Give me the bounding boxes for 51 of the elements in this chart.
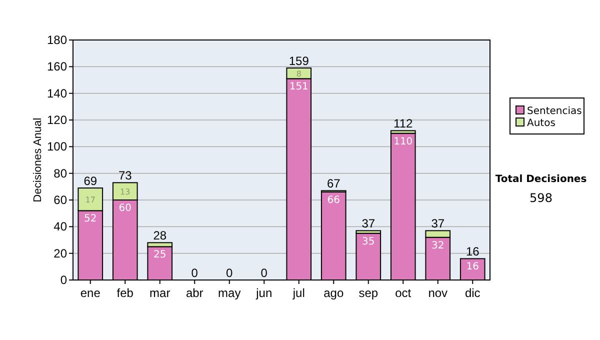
total-label: 69 [84,174,98,188]
data-label: 25 [154,250,166,261]
total-label: 159 [288,54,310,68]
x-tick-label: dic [464,286,480,300]
y-tick-label: 140 [46,86,68,100]
legend-label: Sentencias [527,106,582,117]
x-tick-label: ago [324,286,344,300]
x-tick-label: jun [255,286,272,300]
y-tick-label: 20 [54,246,68,260]
y-tick-label: 100 [46,140,68,154]
y-tick-label: 120 [46,113,68,127]
y-axis-title: Decisiones Anual [32,118,44,202]
y-tick-label: 180 [46,33,68,47]
total-label: 0 [226,266,234,280]
y-tick-label: 60 [54,193,68,207]
y-tick-label: 160 [46,60,68,74]
total-label: 37 [362,216,376,231]
data-label: 52 [84,214,97,225]
data-label: 13 [120,187,130,196]
data-label: 110 [394,136,413,148]
data-label: 66 [327,195,340,206]
data-label: 151 [289,82,308,93]
x-tick-label: oct [395,286,412,300]
data-label: 32 [432,240,444,252]
text: 598 [530,191,552,205]
total-label: 73 [118,168,132,183]
x-tick-label: may [218,286,241,300]
x-tick-label: ene [80,286,101,300]
x-tick-label: jul [292,286,305,300]
x-tick-label: sep [358,286,378,300]
total-label: 0 [191,266,198,280]
x-tick-label: abr [186,286,204,300]
y-tick-label: 80 [54,166,68,180]
total-label: 112 [394,116,414,131]
data-label: 35 [362,236,375,248]
y-tick-label: 40 [54,220,68,234]
total-label: 37 [431,216,445,231]
total-label: 67 [326,176,341,191]
total-label: 0 [260,266,268,280]
y-tick-label: 0 [60,273,68,287]
total-label: 16 [466,244,480,259]
data-label: 8 [296,69,302,78]
x-tick-label: nov [428,286,448,300]
data-label: 60 [118,203,132,214]
total-label: 28 [153,228,167,243]
text: Total Decisiones [495,174,587,185]
x-tick-label: mar [150,286,170,300]
data-label: 17 [85,195,96,204]
x-tick-label: feb [116,286,134,300]
legend-label: Autos [527,118,556,129]
data-label: 16 [466,262,479,273]
